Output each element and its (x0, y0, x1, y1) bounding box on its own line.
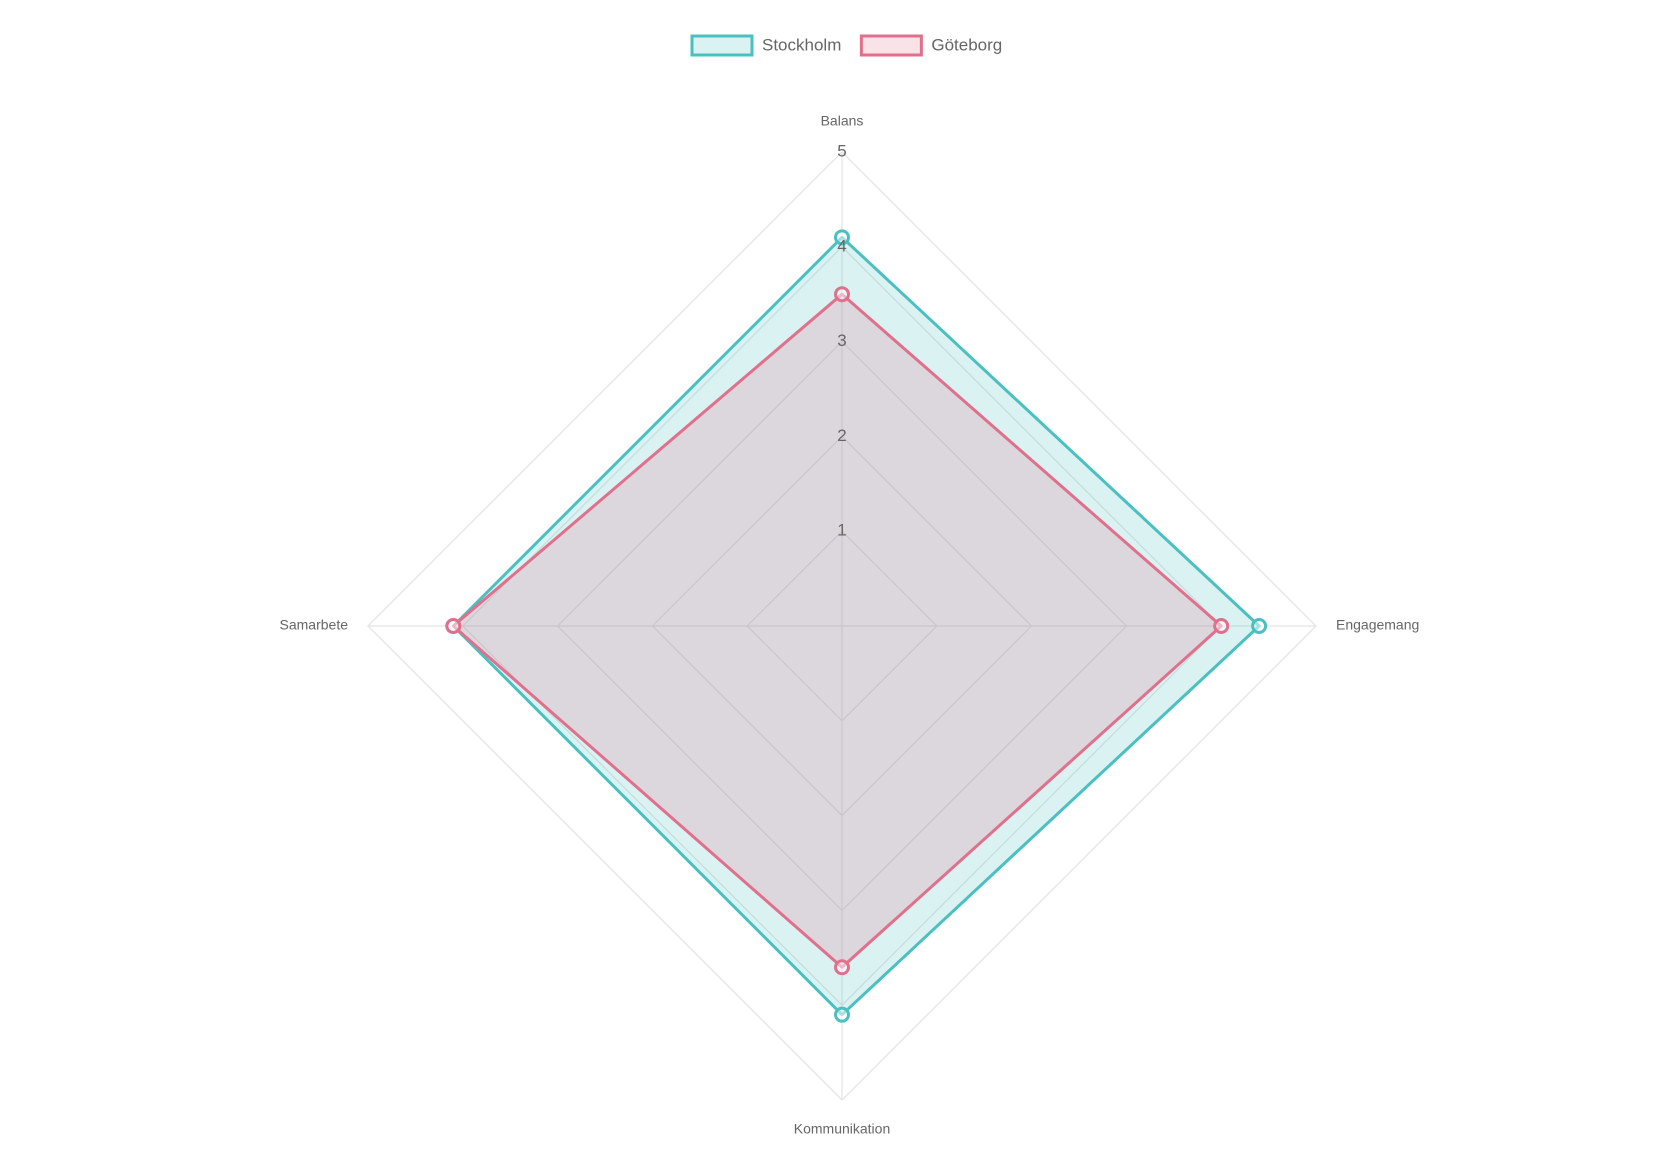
data-point (445, 618, 462, 634)
r-tick-label: 5 (837, 141, 846, 160)
axis-label: Kommunikation (794, 1121, 891, 1137)
data-point (1251, 618, 1268, 634)
legend-item[interactable]: Göteborg (859, 34, 1002, 57)
series-area (451, 292, 1223, 969)
legend: Stockholm Göteborg (690, 34, 1002, 57)
data-point (1213, 618, 1230, 634)
axis-label: Samarbete (280, 617, 349, 633)
legend-label: Stockholm (762, 35, 841, 54)
data-point (834, 1006, 850, 1023)
legend-swatch (690, 34, 754, 57)
axis-label: Engagemang (1336, 617, 1419, 633)
legend-swatch (859, 34, 923, 57)
legend-item[interactable]: Stockholm (690, 34, 841, 57)
legend-label: Göteborg (931, 35, 1002, 54)
data-point (834, 229, 850, 246)
data-point (834, 959, 850, 976)
data-point (834, 286, 850, 303)
r-tick-label: 3 (837, 331, 846, 350)
axis-label: Balans (821, 113, 864, 129)
r-tick-label: 2 (837, 426, 846, 445)
r-tick-label: 4 (837, 236, 846, 255)
r-tick-label: 1 (837, 521, 846, 540)
